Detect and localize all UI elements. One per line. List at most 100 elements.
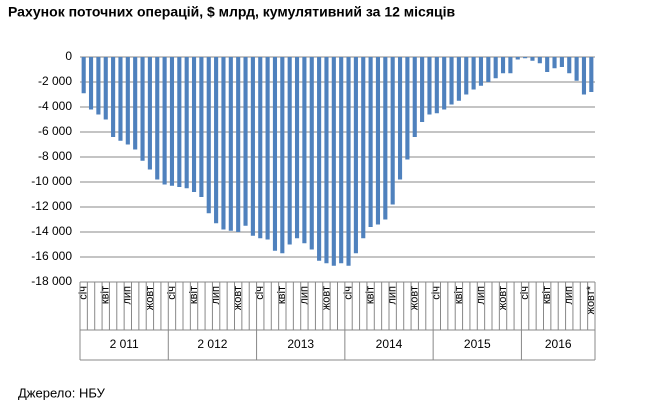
bar bbox=[567, 57, 572, 74]
bar bbox=[420, 57, 425, 122]
bar bbox=[169, 57, 175, 186]
x-tick-label: лип bbox=[122, 286, 134, 305]
x-tick-label: жовт bbox=[232, 286, 244, 310]
x-tick-label: січ bbox=[342, 286, 354, 300]
x-tick-label: січ bbox=[431, 286, 443, 300]
bar bbox=[243, 57, 248, 226]
bar bbox=[397, 57, 403, 180]
bar bbox=[302, 57, 307, 244]
bar bbox=[456, 57, 461, 101]
x-tick-label: лип bbox=[210, 286, 222, 305]
y-tick-label: 0 bbox=[65, 49, 72, 63]
bar bbox=[478, 57, 484, 86]
bar bbox=[111, 57, 116, 137]
bar bbox=[265, 57, 270, 240]
bar bbox=[287, 57, 292, 245]
bar bbox=[346, 57, 351, 266]
bar bbox=[500, 57, 506, 74]
x-tick-label: лип bbox=[387, 286, 399, 305]
bar bbox=[280, 57, 285, 254]
bar bbox=[118, 57, 123, 141]
bar bbox=[508, 57, 513, 74]
bar bbox=[214, 57, 219, 224]
x-tick-label: квіт bbox=[365, 286, 377, 304]
bar bbox=[162, 57, 167, 185]
x-tick-label: січ bbox=[254, 286, 266, 300]
bar bbox=[353, 57, 358, 254]
y-tick-label: -14 000 bbox=[31, 224, 72, 238]
bar bbox=[221, 57, 226, 230]
bar bbox=[96, 57, 101, 115]
bar bbox=[390, 57, 395, 205]
y-tick-label: -2 000 bbox=[38, 74, 72, 88]
bar bbox=[464, 57, 469, 95]
y-tick-label: -12 000 bbox=[31, 199, 72, 213]
bar bbox=[191, 57, 197, 192]
bar bbox=[339, 57, 344, 264]
bar bbox=[427, 57, 432, 115]
bar bbox=[147, 57, 152, 170]
bar bbox=[133, 57, 138, 150]
y-tick-label: -8 000 bbox=[38, 149, 72, 163]
x-tick-label: січ bbox=[166, 286, 178, 300]
bar bbox=[125, 57, 130, 145]
bar bbox=[140, 57, 145, 161]
x-tick-label: жовт bbox=[409, 286, 421, 310]
year-label: 2015 bbox=[464, 337, 491, 351]
x-tick-label: січ bbox=[519, 286, 531, 300]
bar bbox=[368, 57, 373, 227]
source-note: Джерело: НБУ bbox=[18, 385, 106, 400]
bar bbox=[545, 57, 550, 72]
x-tick-label: квіт bbox=[100, 286, 112, 304]
y-tick-label: -10 000 bbox=[31, 174, 72, 188]
bar bbox=[537, 57, 542, 64]
bar bbox=[530, 57, 535, 61]
bar bbox=[236, 57, 241, 232]
bar bbox=[559, 57, 564, 67]
bar bbox=[155, 57, 160, 180]
chart-title: Рахунок поточних операцій, $ млрд, кумул… bbox=[8, 4, 455, 20]
bar bbox=[103, 57, 108, 120]
bar bbox=[184, 57, 189, 189]
y-tick-label: -6 000 bbox=[38, 124, 72, 138]
bar bbox=[434, 57, 439, 114]
x-tick-label: жовт bbox=[144, 286, 156, 310]
bar bbox=[309, 57, 314, 250]
x-tick-label: квіт bbox=[453, 286, 465, 304]
bar bbox=[361, 57, 366, 239]
bar bbox=[449, 57, 454, 105]
bar bbox=[581, 57, 587, 95]
bar bbox=[412, 57, 417, 137]
bar bbox=[552, 57, 557, 69]
bar bbox=[442, 57, 447, 110]
bar bbox=[331, 57, 336, 266]
x-tick-label: квіт bbox=[188, 286, 200, 304]
bar bbox=[471, 57, 476, 90]
bar bbox=[317, 57, 322, 261]
x-tick-label: січ bbox=[78, 286, 90, 300]
x-tick-label: квіт bbox=[541, 286, 553, 304]
year-label: 2014 bbox=[376, 337, 403, 351]
bar bbox=[294, 57, 300, 239]
x-tick-label: жовт* bbox=[585, 285, 597, 314]
x-tick-label: жовт bbox=[497, 286, 509, 310]
year-label: 2 012 bbox=[197, 337, 227, 351]
bar bbox=[81, 57, 86, 94]
y-tick-label: -18 000 bbox=[31, 274, 72, 288]
x-tick-label: лип bbox=[298, 286, 310, 305]
bar bbox=[493, 57, 498, 79]
bar bbox=[515, 57, 520, 60]
x-tick-label: лип bbox=[475, 286, 487, 305]
bar bbox=[383, 57, 388, 220]
bar bbox=[589, 57, 594, 92]
bar bbox=[375, 57, 381, 225]
year-label: 2016 bbox=[545, 337, 572, 351]
bar bbox=[88, 57, 94, 110]
x-tick-label: квіт bbox=[276, 286, 288, 304]
bar bbox=[177, 57, 182, 187]
bar bbox=[272, 57, 278, 251]
x-tick-label: жовт bbox=[320, 286, 332, 310]
bar bbox=[574, 57, 579, 81]
bar bbox=[258, 57, 263, 239]
